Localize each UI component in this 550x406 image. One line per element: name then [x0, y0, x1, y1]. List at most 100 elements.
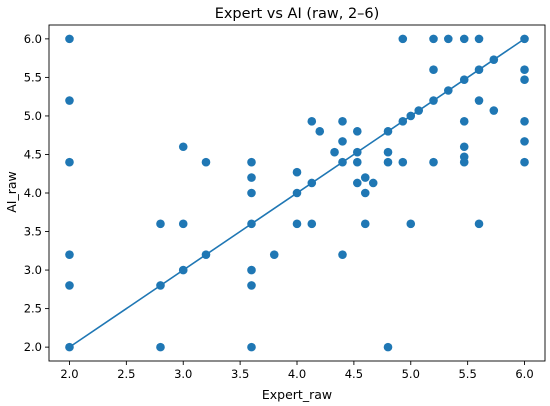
data-point — [315, 127, 325, 136]
data-point — [178, 265, 188, 275]
data-point — [383, 147, 393, 157]
data-point — [489, 55, 499, 64]
y-tick-label: 3.0 — [24, 263, 42, 277]
data-point — [292, 219, 302, 229]
data-point — [247, 219, 256, 229]
y-tick-label: 4.5 — [24, 147, 42, 161]
data-point — [338, 137, 347, 146]
data-point — [520, 65, 529, 74]
data-point — [406, 111, 416, 121]
x-tick-label: 6.0 — [515, 367, 533, 381]
data-point — [520, 117, 529, 126]
y-tick-label: 4.0 — [24, 186, 42, 200]
data-point — [292, 188, 302, 198]
data-point — [429, 157, 438, 167]
data-point — [338, 250, 347, 259]
data-point — [429, 34, 438, 44]
data-point — [520, 75, 529, 85]
data-point — [338, 117, 347, 126]
y-tick-label: 5.0 — [24, 109, 42, 123]
data-point — [292, 167, 302, 177]
data-point — [459, 34, 469, 44]
data-point — [65, 250, 74, 259]
data-point — [520, 157, 529, 167]
y-tick-label: 3.5 — [24, 225, 42, 239]
data-point — [178, 219, 188, 229]
data-point — [247, 342, 256, 352]
data-point — [65, 96, 74, 105]
data-point — [383, 157, 393, 167]
y-tick-label: 2.5 — [24, 302, 42, 316]
x-tick-label: 3.0 — [174, 367, 192, 381]
data-point — [156, 219, 165, 229]
data-point — [398, 157, 408, 167]
data-point — [247, 173, 256, 182]
x-axis: 2.0 2.5 3.0 3.5 4.0 4.5 5.0 5.5 6.0 — [60, 361, 534, 381]
data-point — [247, 265, 256, 275]
data-point — [474, 65, 484, 74]
data-point — [178, 142, 188, 152]
data-point — [65, 34, 74, 44]
data-point — [368, 178, 378, 188]
data-point — [307, 219, 317, 229]
data-point — [360, 219, 370, 229]
data-point — [65, 157, 74, 167]
data-point — [383, 342, 393, 352]
y-tick-label: 5.5 — [24, 70, 42, 84]
data-point — [307, 117, 317, 126]
data-point — [201, 157, 211, 167]
data-point — [459, 117, 469, 126]
data-point — [398, 117, 408, 126]
data-point — [330, 147, 339, 157]
data-point — [398, 34, 408, 44]
data-point — [429, 96, 438, 105]
chart-title: Expert vs AI (raw, 2–6) — [215, 6, 380, 22]
x-axis-label: Expert_raw — [262, 387, 332, 402]
data-point — [360, 188, 370, 198]
x-tick-label: 4.0 — [288, 367, 306, 381]
data-point — [247, 281, 256, 290]
data-point — [307, 178, 317, 188]
y-tick-label: 2.0 — [24, 340, 42, 354]
data-point — [65, 281, 74, 290]
data-point — [459, 75, 469, 85]
data-point — [65, 342, 74, 352]
data-point — [459, 157, 469, 167]
data-point — [247, 157, 256, 167]
data-point — [429, 65, 438, 74]
data-point — [201, 250, 211, 259]
data-point — [444, 34, 453, 44]
data-point — [383, 127, 393, 136]
data-point — [269, 250, 279, 259]
data-point — [352, 127, 362, 136]
x-tick-label: 3.5 — [231, 367, 249, 381]
x-tick-label: 2.0 — [60, 367, 78, 381]
data-point — [474, 219, 484, 229]
data-point — [520, 34, 529, 44]
data-point — [414, 106, 424, 115]
x-tick-label: 5.0 — [402, 367, 420, 381]
data-point — [520, 137, 529, 146]
data-point — [444, 86, 453, 95]
data-point — [406, 219, 416, 229]
data-point — [360, 173, 370, 182]
x-tick-label: 2.5 — [117, 367, 135, 381]
x-tick-label: 4.5 — [345, 367, 363, 381]
data-point — [459, 142, 469, 152]
data-point — [156, 342, 165, 352]
data-point — [474, 34, 484, 44]
x-tick-label: 5.5 — [458, 367, 476, 381]
data-point — [474, 96, 484, 105]
y-tick-label: 6.0 — [24, 32, 42, 46]
data-point — [156, 281, 165, 290]
y-axis-label: AI_raw — [4, 171, 19, 213]
data-point — [352, 157, 362, 167]
data-point — [338, 157, 347, 167]
data-point — [247, 188, 256, 198]
data-point — [489, 106, 499, 115]
data-point — [352, 178, 362, 188]
plot-area — [48, 24, 546, 362]
y-axis: 2.0 2.5 3.0 3.5 4.0 4.5 5.0 5.5 6.0 — [24, 32, 49, 354]
data-point — [352, 147, 362, 157]
